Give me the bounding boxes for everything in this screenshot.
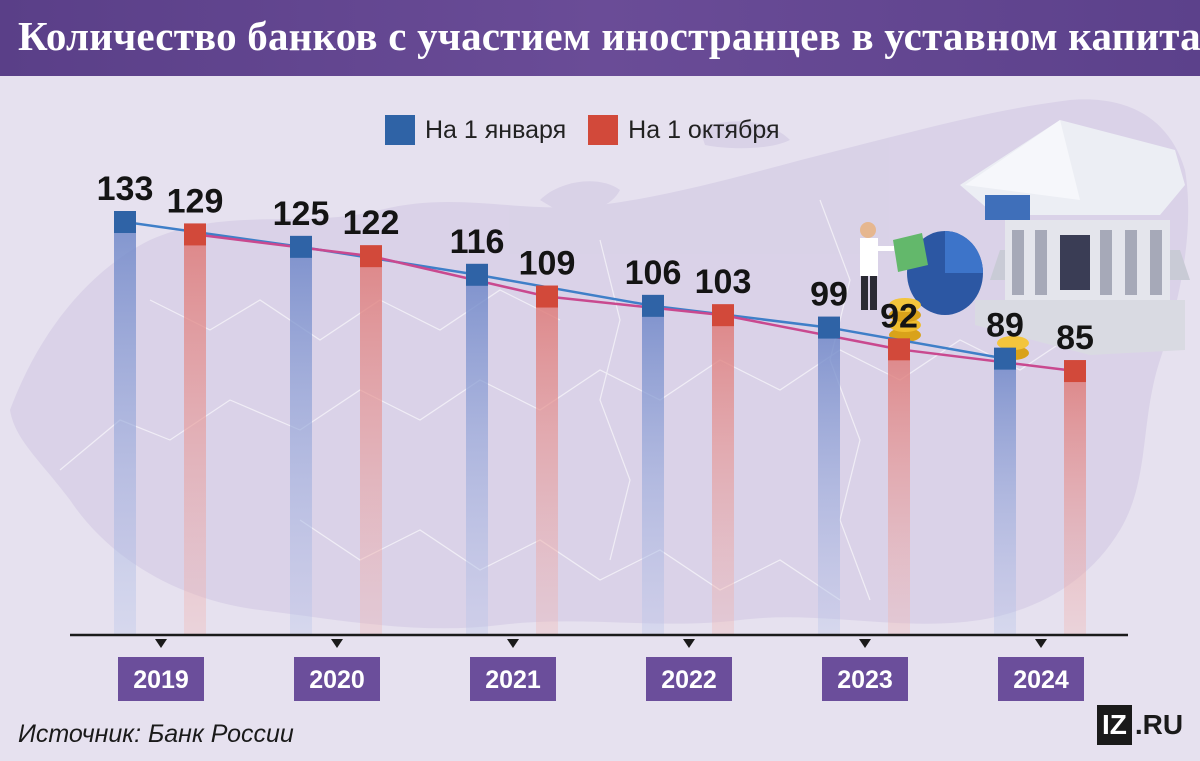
bar-october-2023: [888, 349, 910, 635]
value-label-january-2022: 106: [625, 254, 682, 292]
year-label-2023: 2023: [837, 666, 893, 694]
bar-january-2023: [818, 327, 840, 635]
value-labels-layer: 133 125 116 106 99 89 129 122 109 103 92 85: [97, 170, 1094, 357]
value-label-october-2019: 129: [167, 182, 224, 220]
marker-january-2021: [466, 263, 488, 286]
marker-october-2021: [536, 285, 558, 308]
value-label-january-2021: 116: [450, 223, 505, 261]
tick-marker-2022: [683, 639, 695, 648]
legend-swatch-january: [385, 115, 415, 145]
value-label-october-2022: 103: [695, 263, 752, 301]
year-box-2021: [470, 657, 556, 701]
value-label-january-2019: 133: [97, 170, 154, 208]
value-label-january-2024: 89: [986, 307, 1024, 345]
bank-building-icon: [960, 120, 1190, 355]
source-note: Источник: Банк России: [18, 720, 294, 748]
legend-item-january: На 1 января: [385, 115, 566, 145]
marker-october-2019: [184, 223, 206, 246]
trend-line-october: [194, 233, 1076, 373]
marker-january-2022: [642, 294, 664, 317]
coins-icon: [889, 298, 1029, 360]
marker-january-2019: [114, 211, 136, 233]
bar-january-2022: [642, 305, 664, 635]
value-label-october-2021: 109: [519, 245, 576, 283]
year-box-2024: [998, 657, 1084, 701]
bar-january-2021: [466, 274, 488, 635]
bar-october-2020: [360, 256, 382, 635]
year-box-2022: [646, 657, 732, 701]
year-label-2024: 2024: [1013, 666, 1069, 694]
value-label-january-2020: 125: [273, 195, 330, 233]
logo-mark: IZ: [1097, 705, 1132, 745]
marker-october-2024: [1064, 360, 1086, 383]
markers-layer: [114, 211, 1086, 383]
bar-october-2019: [184, 234, 206, 635]
legend-label-january: На 1 января: [425, 115, 567, 144]
izru-logo: IZ .RU: [1097, 703, 1183, 747]
year-label-2022: 2022: [661, 666, 717, 694]
value-label-january-2023: 99: [810, 276, 848, 314]
tick-marker-2024: [1035, 639, 1047, 648]
marker-january-2020: [290, 235, 312, 258]
legend-label-october: На 1 октября: [628, 115, 780, 144]
bar-january-2024: [994, 358, 1016, 635]
marker-january-2023: [818, 316, 840, 339]
x-axis-ticks: 2019 2020 2021 2022 2023 2024: [118, 639, 1084, 701]
legend: На 1 января На 1 октября: [385, 113, 802, 147]
marker-january-2024: [994, 347, 1016, 370]
year-box-2020: [294, 657, 380, 701]
year-box-2019: [118, 657, 204, 701]
bar-january-2020: [290, 246, 312, 635]
title-bar: Количество банков с участием иностранцев…: [0, 0, 1200, 76]
marker-october-2023: [888, 338, 910, 361]
year-box-2023: [822, 657, 908, 701]
value-label-october-2023: 92: [880, 297, 918, 335]
tick-marker-2020: [331, 639, 343, 648]
bar-october-2024: [1064, 371, 1086, 635]
logo-text: .RU: [1134, 709, 1184, 740]
year-label-2020: 2020: [309, 666, 365, 694]
year-label-2019: 2019: [133, 666, 189, 694]
pie-chart-icon: [893, 231, 983, 315]
value-label-october-2020: 122: [343, 204, 400, 242]
trend-lines-layer: [124, 220, 1076, 373]
legend-swatch-october: [588, 115, 619, 145]
chart-title: Количество банков с участием иностранцев…: [18, 13, 1200, 59]
tick-marker-2021: [507, 639, 519, 648]
year-label-2021: 2021: [485, 666, 541, 694]
marker-october-2020: [360, 245, 382, 268]
bars-layer: [114, 222, 1086, 635]
businessman-icon: [860, 222, 894, 310]
tick-marker-2023: [859, 639, 871, 648]
bar-october-2022: [712, 315, 734, 635]
bar-january-2019: [114, 222, 136, 635]
value-label-october-2024: 85: [1056, 319, 1094, 357]
tick-marker-2019: [155, 639, 167, 648]
bar-october-2021: [536, 296, 558, 635]
legend-item-october: На 1 октября: [588, 115, 780, 145]
marker-october-2022: [712, 304, 734, 327]
